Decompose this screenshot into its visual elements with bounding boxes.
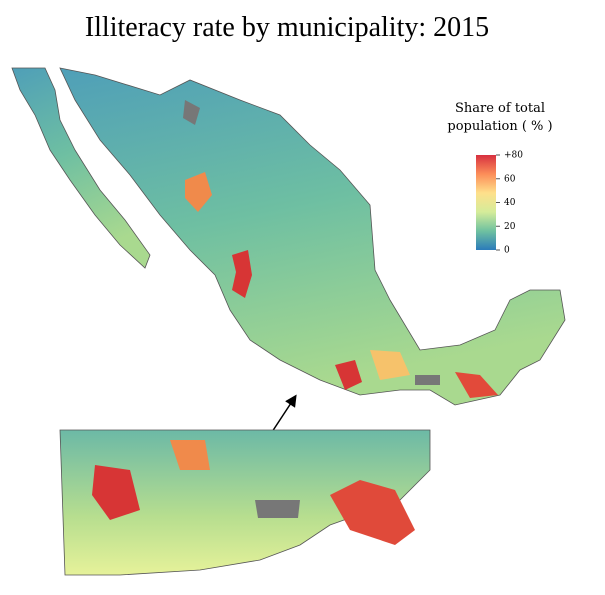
baja-peninsula: [11, 67, 151, 269]
colorbar-tick-label: 40: [504, 198, 516, 208]
colorbar-tick-label: 60: [504, 174, 516, 184]
inset-map: [59, 429, 431, 576]
mexico-map: [11, 67, 566, 406]
inset-arrow: [269, 394, 297, 436]
colorbar-tick-label: +80: [504, 151, 523, 161]
map-title: Illiteracy rate by municipality: 2015: [85, 12, 489, 43]
colorbar: [476, 155, 496, 250]
high-rate-region: [455, 372, 498, 398]
high-rate-region: [335, 360, 362, 390]
no-data-region: [415, 375, 440, 385]
legend-title: population ( % ): [447, 119, 552, 134]
no-data-region: [255, 500, 300, 518]
high-rate-region: [330, 480, 415, 545]
colorbar-tick-label: 20: [504, 222, 516, 232]
mainland: [59, 67, 566, 406]
high-rate-region: [185, 172, 212, 212]
legend-title: Share of total: [455, 101, 545, 116]
inset-region: [59, 429, 431, 576]
colorbar-tick-label: 0: [504, 246, 510, 256]
mid-rate-region: [370, 350, 410, 380]
mid-rate-region: [170, 440, 210, 470]
high-rate-region: [92, 465, 140, 520]
no-data-region: [183, 100, 200, 125]
legend: Share of total population ( % ) 0 20 40 60 +…: [447, 101, 552, 256]
high-rate-region: [232, 250, 252, 298]
